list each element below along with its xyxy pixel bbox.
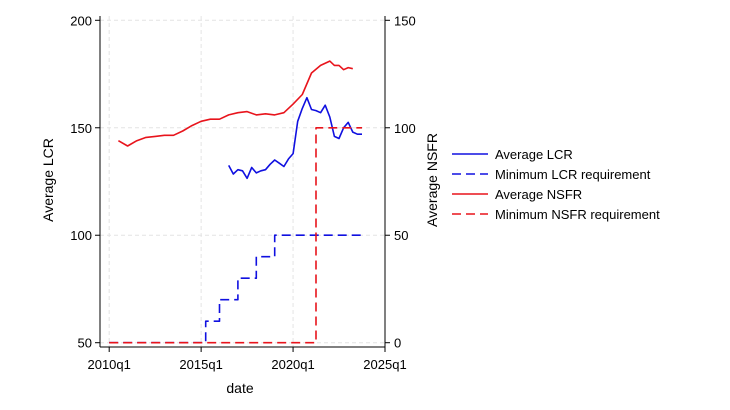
- y-axis-left-label: Average LCR: [40, 138, 56, 222]
- series-line-0: [227, 96, 362, 180]
- series-line-2: [118, 60, 353, 147]
- x-tick-label: 2025q1: [363, 357, 406, 372]
- x-tick-label: 2010q1: [87, 357, 130, 372]
- legend: Average LCR Minimum LCR requirement Averag…: [452, 147, 660, 222]
- y-right-tick-label: 100: [394, 121, 416, 136]
- series-layer: [109, 60, 362, 344]
- y-left-tick-label: 200: [70, 13, 92, 28]
- legend-label-3: Minimum NSFR requirement: [495, 207, 660, 222]
- legend-label-1: Minimum LCR requirement: [495, 167, 651, 182]
- legend-label-2: Average NSFR: [495, 187, 582, 202]
- y-right-tick-label: 0: [394, 336, 401, 351]
- y-axis-right-label: Average NSFR: [424, 133, 440, 227]
- x-tick-label: 2015q1: [179, 357, 222, 372]
- y-left-tick-label: 50: [78, 336, 92, 351]
- y-right-tick-label: 150: [394, 13, 416, 28]
- series-line-3: [109, 127, 362, 344]
- grid: [100, 16, 386, 347]
- y-right-tick-label: 50: [394, 228, 408, 243]
- x-axis-label: date: [226, 380, 253, 396]
- ticks: 50 100 150 200 0 50 100 150 2010q1 2015q1 2020q1 20…: [70, 13, 415, 372]
- series-line-1: [109, 234, 362, 344]
- y-left-tick-label: 100: [70, 228, 92, 243]
- y-left-tick-label: 150: [70, 121, 92, 136]
- x-tick-label: 2020q1: [271, 357, 314, 372]
- legend-label-0: Average LCR: [495, 147, 573, 162]
